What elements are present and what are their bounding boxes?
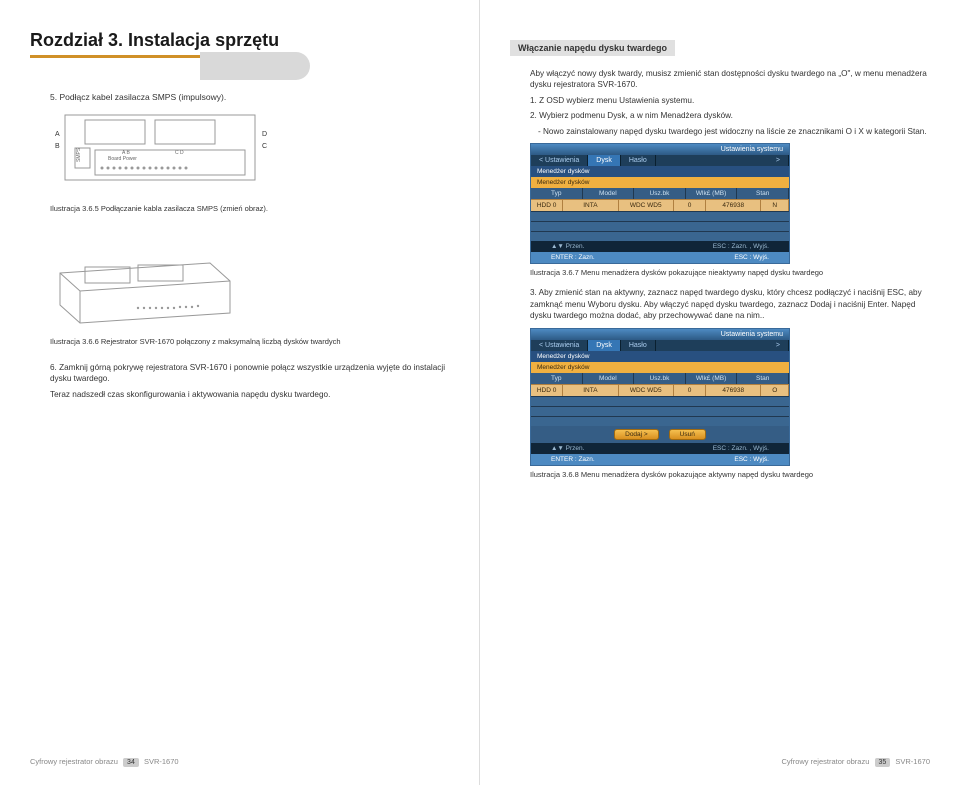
svg-text:SMPS: SMPS [76, 147, 82, 162]
menu-tab-more[interactable]: > [656, 155, 789, 166]
page-number-left: 34 [123, 758, 139, 767]
menu-footer: ▲▼ Przen.ESC : Zazn. , Wyjś. [531, 241, 789, 252]
right-para-3: 3. Aby zmienić stan na aktywny, zaznacz … [530, 287, 930, 321]
menu-screenshot-367: Ustawienia systemu < Ustawienia Dysk Has… [530, 143, 790, 264]
svg-text:D: D [262, 131, 267, 138]
menu-sub: Menedżer dysków [531, 166, 789, 177]
tab-decoration [200, 52, 310, 80]
menu-tab[interactable]: Hasło [621, 155, 656, 166]
svg-text:A: A [55, 131, 60, 138]
caption-365: Ilustracja 3.6.5 Podłączanie kabla zasil… [50, 204, 449, 213]
left-page: Rozdział 3. Instalacja sprzętu 5. Podłąc… [0, 0, 480, 785]
caption-368: Ilustracja 3.6.8 Menu menadżera dysków p… [530, 470, 930, 479]
svg-text:C D: C D [175, 150, 184, 156]
menu-tabs-367: < Ustawienia Dysk Hasło > [531, 155, 789, 166]
right-page: Włączanie napędu dysku twardego Aby włąc… [480, 0, 960, 785]
section-heading: Włączanie napędu dysku twardego [510, 40, 675, 56]
diagram-365: SMPS Board Power A B C D A B D C [50, 110, 449, 200]
right-li-3: - Nowo zainstalowany napęd dysku twardeg… [538, 126, 930, 137]
caption-367: Ilustracja 3.6.7 Menu menadżera dysków p… [530, 268, 930, 277]
menu-tabs-368: < Ustawienia Dysk Hasło > [531, 340, 789, 351]
svg-text:A B: A B [122, 150, 130, 156]
step-6a: 6. Zamknij górną pokrywę rejestratora SV… [50, 362, 449, 385]
footer-left: Cyfrowy rejestrator obrazu 34 SVR-1670 [30, 757, 179, 767]
menu-buttons: Dodaj > Usuń [531, 426, 789, 443]
menu-title-367: Ustawienia systemu [531, 144, 789, 155]
menu-data-row[interactable]: HDD 0 INTA WDC WD5 0 476938 N [531, 199, 789, 211]
svg-text:C: C [262, 143, 267, 150]
menu-tab-active[interactable]: Dysk [588, 155, 621, 166]
step-6b: Teraz nadszedł czas skonfigurowania i ak… [50, 389, 449, 400]
right-li-2: 2. Wybierz podmenu Dysk, a w nim Menadże… [530, 110, 930, 121]
menu-cols: Typ Model Usz.bk Wlk£ (MB) Stan [531, 188, 789, 199]
menu-sub-hl: Menedżer dysków [531, 177, 789, 188]
add-button[interactable]: Dodaj > [614, 429, 659, 440]
right-li-1: 1. Z OSD wybierz menu Ustawienia systemu… [530, 95, 930, 106]
footer-right: Cyfrowy rejestrator obrazu 35 SVR-1670 [781, 757, 930, 767]
right-para-1: Aby włączyć nowy dysk twardy, musisz zmi… [530, 68, 930, 91]
menu-bottom: ENTER : Zazn.ESC : Wyjś. [531, 252, 789, 263]
page-number-right: 35 [875, 758, 891, 767]
svg-text:Board Power: Board Power [108, 156, 137, 162]
menu-screenshot-368: Ustawienia systemu < Ustawienia Dysk Has… [530, 328, 790, 466]
caption-366: Ilustracja 3.6.6 Rejestrator SVR-1670 po… [50, 337, 449, 346]
menu-tab[interactable]: < Ustawienia [531, 155, 588, 166]
menu-data-row-active[interactable]: HDD 0 INTA WDC WD5 0 476938 O [531, 384, 789, 396]
svg-text:B: B [55, 143, 60, 150]
delete-button[interactable]: Usuń [669, 429, 706, 440]
step-5: 5. Podłącz kabel zasilacza SMPS (impulso… [50, 92, 449, 102]
diagram-366 [50, 253, 449, 333]
menu-title-368: Ustawienia systemu [531, 329, 789, 340]
